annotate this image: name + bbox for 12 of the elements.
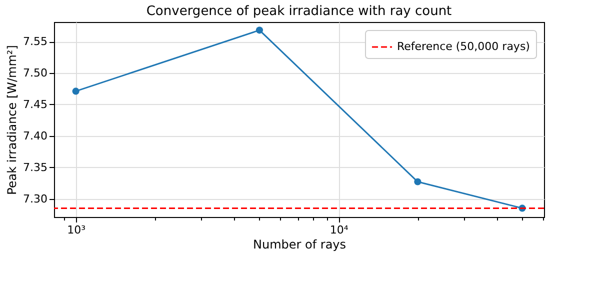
y-tick-label: 7.35 <box>23 160 48 174</box>
y-tick-label: 7.50 <box>23 66 48 80</box>
x-axis-title: Number of rays <box>252 238 346 252</box>
y-tick-label: 7.45 <box>23 98 48 111</box>
legend-label: Reference (50,000 rays) <box>397 40 530 53</box>
y-tick-label: 7.40 <box>23 129 48 142</box>
y-tick-label: 7.30 <box>23 192 48 206</box>
x-tick-label: 10⁴ <box>330 224 349 236</box>
chart-title: Convergence of peak irradiance with ray count <box>146 4 452 19</box>
y-axis-title: Peak irradiance [W/mm²] <box>5 45 20 195</box>
x-tick-label: 10³ <box>67 224 86 236</box>
y-tick-label: 7.55 <box>23 35 48 48</box>
